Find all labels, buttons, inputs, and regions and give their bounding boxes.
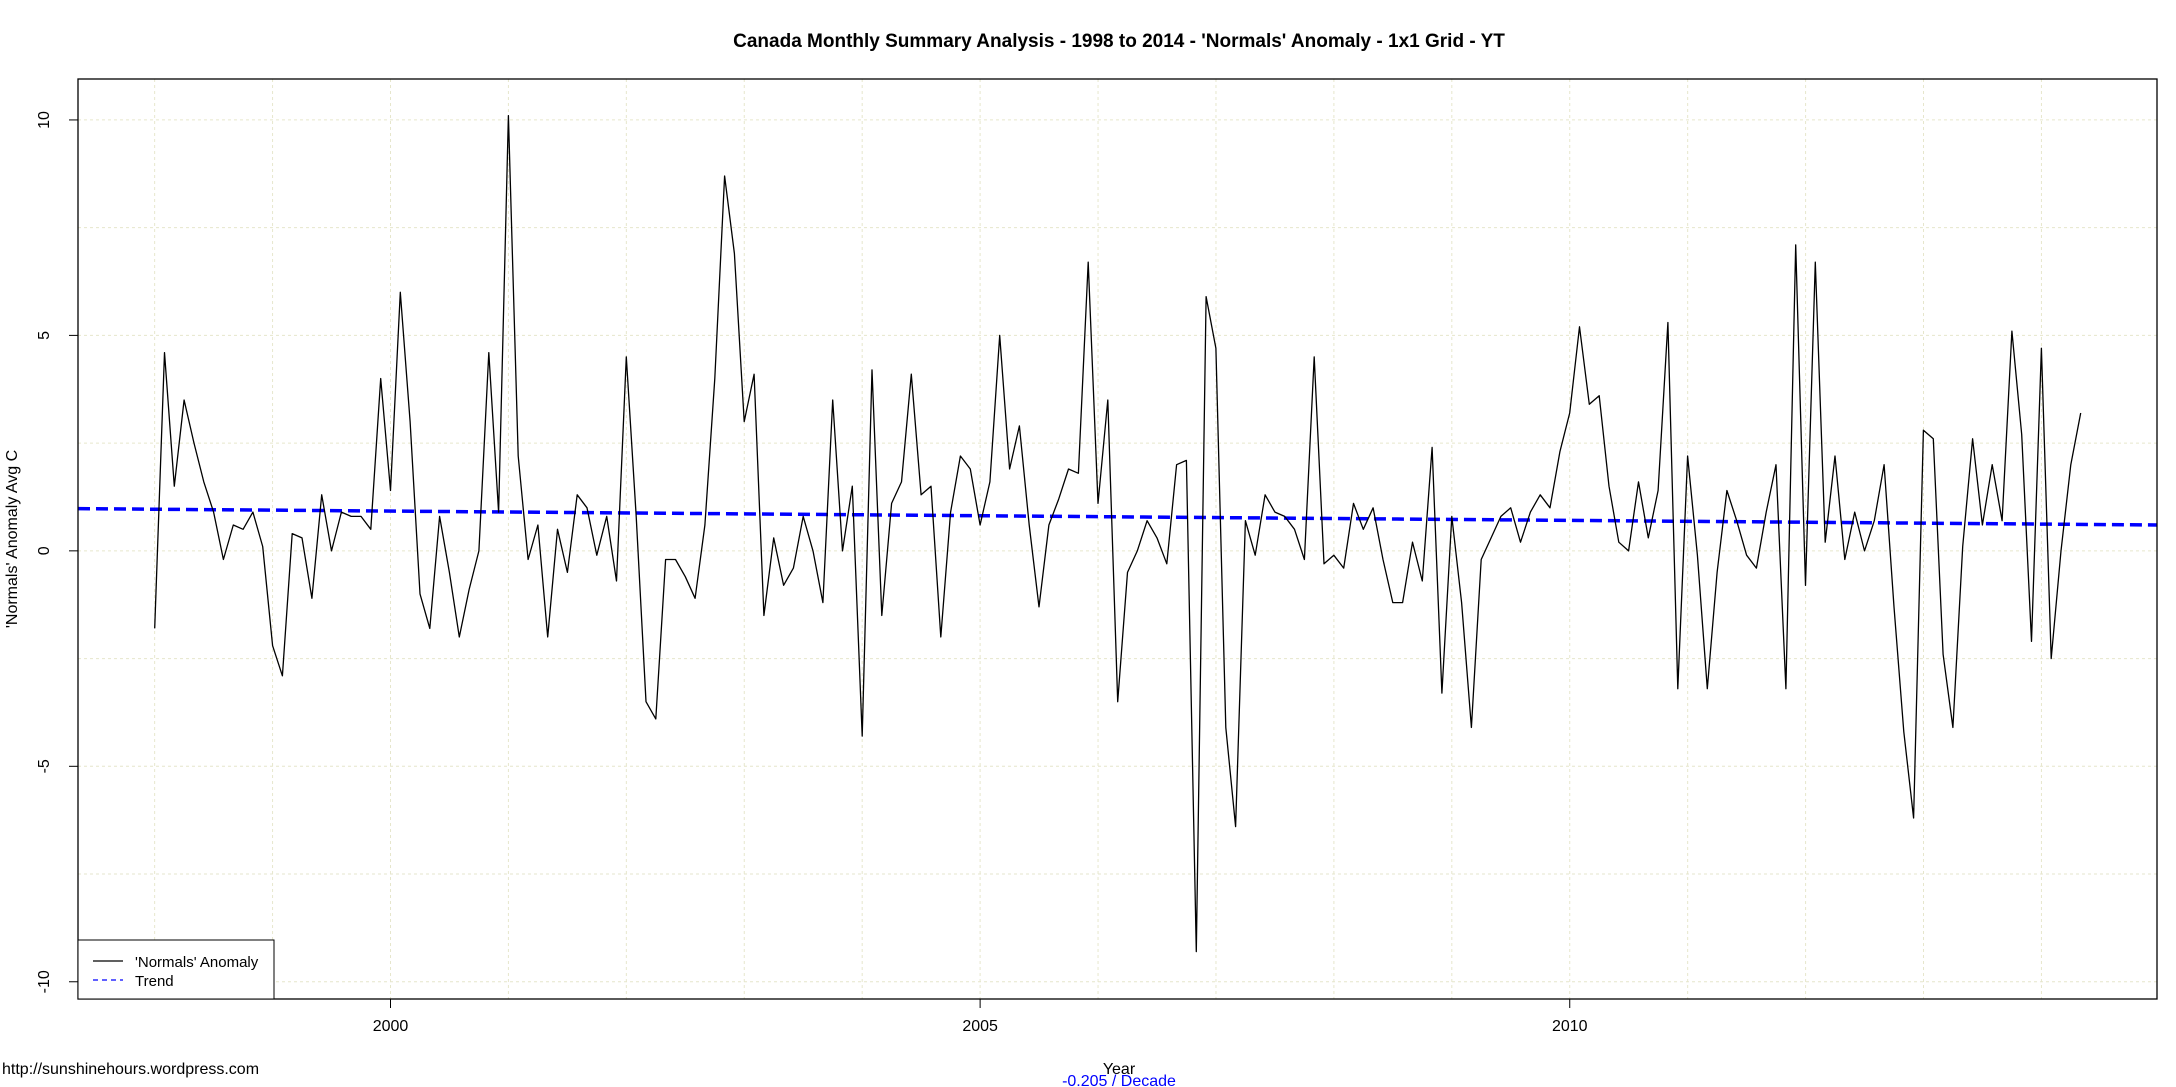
grid-lines bbox=[78, 79, 2157, 999]
x-tick-label: 2010 bbox=[1552, 1018, 1588, 1035]
y-tick-label: -5 bbox=[36, 759, 53, 773]
legend-label-anomaly: 'Normals' Anomaly bbox=[135, 954, 259, 971]
trend-line bbox=[77, 506, 2158, 527]
x-axis-label: Year bbox=[1103, 1061, 1136, 1078]
y-tick-label: 0 bbox=[36, 546, 53, 555]
y-tick-label: 10 bbox=[36, 111, 53, 129]
trend-rate-label: -0.205 / Decade bbox=[1062, 1073, 1176, 1087]
anomaly-series-layer bbox=[154, 114, 2082, 953]
anomaly-line bbox=[154, 114, 2082, 953]
source-url: http://sunshinehours.wordpress.com bbox=[2, 1061, 259, 1078]
x-tick-label: 2005 bbox=[962, 1018, 998, 1035]
axes-layer: 10 5 0 -5 -10 2000 2005 2010 bbox=[36, 111, 1588, 1035]
y-axis-label: 'Normals' Anomaly Avg C bbox=[4, 450, 21, 628]
y-tick-label: -10 bbox=[36, 970, 53, 993]
legend: 'Normals' Anomaly Trend bbox=[77, 939, 275, 1000]
y-tick-label: 5 bbox=[36, 331, 53, 340]
x-tick-label: 2000 bbox=[373, 1018, 409, 1035]
legend-label-trend: Trend bbox=[135, 973, 174, 990]
plot-frame bbox=[77, 78, 2158, 1000]
legend-box bbox=[77, 939, 275, 1000]
chart-title: Canada Monthly Summary Analysis - 1998 t… bbox=[733, 31, 1505, 52]
trend-layer bbox=[77, 506, 2158, 527]
